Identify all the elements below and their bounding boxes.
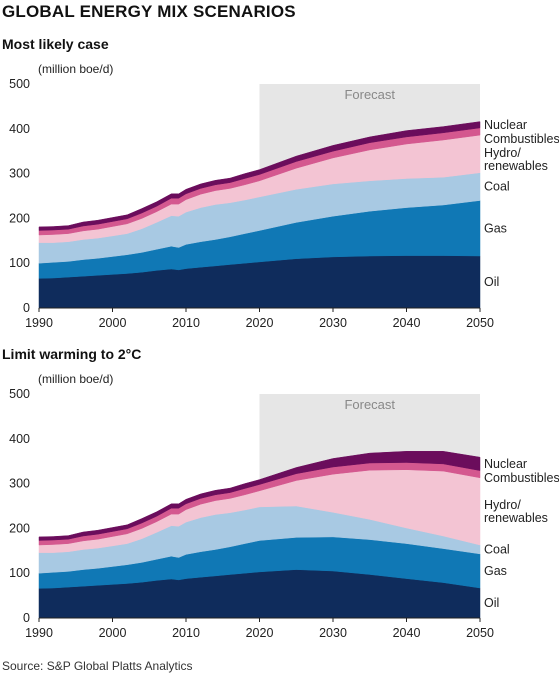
x-tick-label: 2010	[172, 626, 200, 640]
x-tick-label: 2030	[319, 316, 347, 330]
page-title: GLOBAL ENERGY MIX SCENARIOS	[2, 2, 296, 21]
legend-label-coal: Coal	[484, 542, 510, 556]
y-tick-label: 200	[9, 521, 30, 535]
y-tick-label: 500	[9, 77, 30, 91]
y-tick-label: 200	[9, 211, 30, 225]
area-nuclear	[38, 451, 481, 541]
x-tick-label: 2020	[246, 626, 274, 640]
y-tick-label: 0	[23, 611, 30, 625]
legend-label-combustibles: Combustibles	[484, 132, 559, 146]
legend-label-coal: Coal	[484, 180, 510, 194]
x-tick-label: 1990	[25, 626, 53, 640]
legend-label-nuclear: Nuclear	[484, 457, 527, 471]
y-tick-label: 100	[9, 256, 30, 270]
forecast-label: Forecast	[344, 397, 395, 412]
x-tick-label: 2050	[466, 316, 494, 330]
chart-limit-warming: (million boe/d) Forecast 0 100 200 300 400 500 1…	[9, 372, 559, 640]
forecast-label: Forecast	[344, 87, 395, 102]
y-tick-label: 400	[9, 432, 30, 446]
legend-label-hydro_renewables: Hydro/renewables	[484, 146, 548, 173]
y-tick-label: 300	[9, 167, 30, 181]
source-note: Source: S&P Global Platts Analytics	[2, 659, 193, 673]
legend-label-hydro_renewables: Hydro/renewables	[484, 498, 548, 525]
y-tick-label: 500	[9, 387, 30, 401]
legend-label-gas: Gas	[484, 564, 507, 578]
x-tick-label: 2000	[99, 626, 127, 640]
x-tick-label: 1990	[25, 316, 53, 330]
y-tick-label: 300	[9, 477, 30, 491]
x-tick-label: 2040	[393, 626, 421, 640]
unit-label: (million boe/d)	[38, 372, 113, 386]
x-tick-label: 2050	[466, 626, 494, 640]
legend-label-gas: Gas	[484, 221, 507, 235]
area-nuclear	[38, 121, 481, 231]
y-tick-label: 0	[23, 301, 30, 315]
legend-label-oil: Oil	[484, 275, 499, 289]
legend-label-combustibles: Combustibles	[484, 471, 559, 485]
x-tick-label: 2040	[393, 316, 421, 330]
x-tick-label: 2030	[319, 626, 347, 640]
x-tick-label: 2000	[99, 316, 127, 330]
chart-2-title: Limit warming to 2°C	[2, 346, 142, 362]
legend-label-oil: Oil	[484, 596, 499, 610]
y-tick-label: 400	[9, 122, 30, 136]
x-tick-label: 2020	[246, 316, 274, 330]
legend-label-nuclear: Nuclear	[484, 118, 527, 132]
unit-label: (million boe/d)	[38, 62, 113, 76]
y-tick-label: 100	[9, 566, 30, 580]
chart-1-title: Most likely case	[2, 36, 109, 52]
chart-most-likely-case: (million boe/d) Forecast 0 100 200 300 400 500 1…	[9, 62, 559, 330]
x-tick-label: 2010	[172, 316, 200, 330]
